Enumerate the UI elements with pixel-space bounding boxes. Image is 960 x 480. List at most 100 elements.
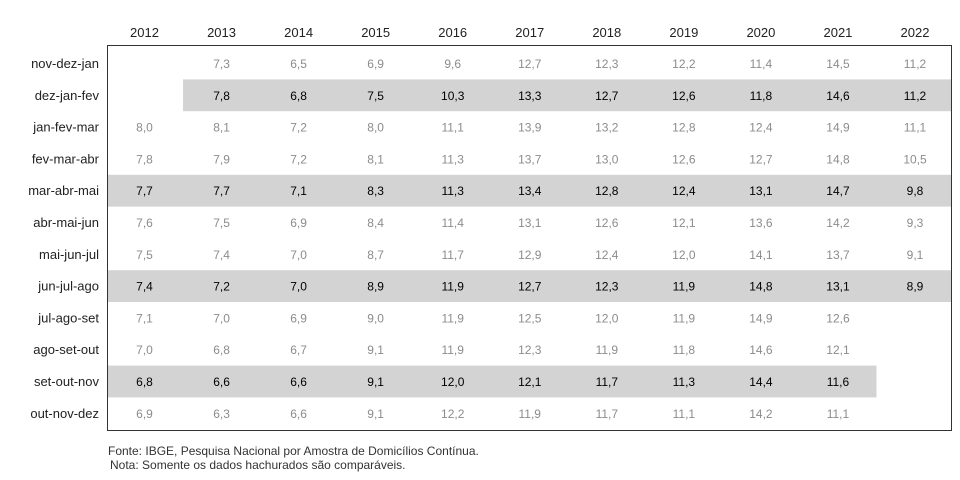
cell-value: 11,3 bbox=[441, 184, 464, 198]
highlight-band bbox=[107, 174, 952, 207]
cell-value: 12,4 bbox=[595, 248, 619, 262]
cell-value: 11,9 bbox=[596, 343, 619, 357]
column-header: 2019 bbox=[669, 25, 698, 40]
cell-value: 12,2 bbox=[441, 407, 465, 421]
cell-value: 6,5 bbox=[290, 57, 307, 71]
cell-value: 14,9 bbox=[749, 311, 773, 325]
cell-value: 12,0 bbox=[595, 311, 619, 325]
column-header: 2012 bbox=[130, 25, 159, 40]
column-header: 2021 bbox=[823, 25, 852, 40]
cell-value: 13,7 bbox=[518, 152, 542, 166]
row-label: dez-jan-fev bbox=[35, 88, 100, 103]
column-header: 2016 bbox=[438, 25, 467, 40]
highlight-band bbox=[183, 79, 952, 112]
cell-value: 14,6 bbox=[826, 89, 850, 103]
cell-value: 11,2 bbox=[904, 57, 927, 71]
cell-value: 11,9 bbox=[441, 343, 464, 357]
cell-value: 12,8 bbox=[595, 184, 619, 198]
row-label: mai-jun-jul bbox=[39, 247, 99, 262]
cell-value: 11,7 bbox=[596, 375, 619, 389]
cell-value: 13,4 bbox=[518, 184, 542, 198]
cell-value: 7,9 bbox=[213, 152, 230, 166]
cell-value: 6,8 bbox=[136, 375, 153, 389]
cell-value: 8,1 bbox=[367, 152, 384, 166]
cell-value: 12,2 bbox=[672, 57, 696, 71]
cell-value: 14,2 bbox=[749, 407, 773, 421]
cell-value: 13,2 bbox=[595, 121, 619, 135]
cell-value: 6,8 bbox=[290, 89, 307, 103]
column-header: 2018 bbox=[592, 25, 621, 40]
cell-value: 7,2 bbox=[213, 280, 230, 294]
column-header: 2017 bbox=[515, 25, 544, 40]
cell-value: 11,3 bbox=[441, 152, 464, 166]
cell-value: 6,9 bbox=[290, 216, 307, 230]
cell-value: 9,1 bbox=[367, 343, 384, 357]
cell-value: 8,9 bbox=[367, 280, 384, 294]
cell-value: 12,7 bbox=[749, 152, 773, 166]
cell-value: 9,3 bbox=[907, 216, 924, 230]
cell-value: 13,1 bbox=[826, 280, 850, 294]
cell-value: 11,8 bbox=[750, 89, 773, 103]
cell-value: 12,1 bbox=[518, 375, 542, 389]
cell-value: 7,4 bbox=[213, 248, 230, 262]
cell-value: 11,9 bbox=[441, 311, 464, 325]
cell-value: 12,6 bbox=[826, 311, 850, 325]
cell-value: 7,8 bbox=[136, 152, 153, 166]
highlight-band bbox=[107, 365, 877, 398]
table-chart: 2012 2013 2014 2015 2016 2017 2018 2019 2020 2021… bbox=[28, 25, 952, 431]
cell-value: 12,3 bbox=[595, 57, 619, 71]
cell-value: 11,9 bbox=[441, 280, 464, 294]
comparability-note: Nota: Somente os dados hachurados são co… bbox=[110, 458, 406, 472]
cell-value: 6,9 bbox=[136, 407, 153, 421]
cell-value: 12,3 bbox=[518, 343, 542, 357]
cell-value: 14,8 bbox=[749, 280, 773, 294]
cell-value: 13,1 bbox=[749, 184, 773, 198]
cell-value: 14,1 bbox=[749, 248, 773, 262]
cell-value: 7,6 bbox=[136, 216, 153, 230]
cell-value: 12,1 bbox=[672, 216, 696, 230]
cell-value: 12,0 bbox=[441, 375, 465, 389]
column-header: 2020 bbox=[746, 25, 775, 40]
cell-value: 9,1 bbox=[907, 248, 924, 262]
cell-value: 11,1 bbox=[827, 407, 850, 421]
row-label: nov-dez-jan bbox=[31, 56, 99, 71]
cell-value: 7,1 bbox=[290, 184, 307, 198]
cell-value: 13,3 bbox=[518, 89, 542, 103]
cell-value: 11,1 bbox=[904, 121, 927, 135]
cell-value: 14,7 bbox=[826, 184, 850, 198]
cell-value: 12,7 bbox=[518, 280, 542, 294]
cell-value: 14,9 bbox=[826, 121, 850, 135]
row-label: out-nov-dez bbox=[30, 406, 99, 421]
cell-value: 13,1 bbox=[518, 216, 542, 230]
cell-value: 8,9 bbox=[907, 280, 924, 294]
cell-value: 7,2 bbox=[290, 152, 307, 166]
cell-value: 7,0 bbox=[290, 248, 307, 262]
column-header: 2022 bbox=[901, 25, 930, 40]
cell-value: 6,6 bbox=[290, 375, 307, 389]
cell-value: 7,7 bbox=[136, 184, 153, 198]
cell-value: 13,0 bbox=[595, 152, 619, 166]
cell-value: 11,4 bbox=[441, 216, 464, 230]
cell-value: 11,2 bbox=[904, 89, 927, 103]
cell-value: 11,8 bbox=[673, 343, 696, 357]
cell-value: 6,6 bbox=[290, 407, 307, 421]
cell-value: 6,9 bbox=[367, 57, 384, 71]
panel-border bbox=[107, 45, 952, 431]
cell-value: 9,6 bbox=[444, 57, 461, 71]
cell-value: 12,5 bbox=[518, 311, 542, 325]
cell-value: 7,0 bbox=[213, 311, 230, 325]
cell-value: 14,6 bbox=[749, 343, 773, 357]
cell-value: 13,6 bbox=[749, 216, 773, 230]
column-header: 2015 bbox=[361, 25, 390, 40]
cell-value: 10,5 bbox=[903, 152, 927, 166]
cell-value: 7,3 bbox=[213, 57, 230, 71]
cell-value: 12,4 bbox=[672, 184, 696, 198]
cell-value: 12,7 bbox=[518, 57, 542, 71]
cell-value: 6,8 bbox=[213, 343, 230, 357]
cell-value: 12,0 bbox=[672, 248, 696, 262]
cell-value: 7,5 bbox=[213, 216, 230, 230]
cell-value: 8,0 bbox=[367, 121, 384, 135]
row-label: jun-jul-ago bbox=[37, 279, 99, 294]
cell-value: 11,9 bbox=[519, 407, 542, 421]
row-label: mar-abr-mai bbox=[28, 183, 99, 198]
